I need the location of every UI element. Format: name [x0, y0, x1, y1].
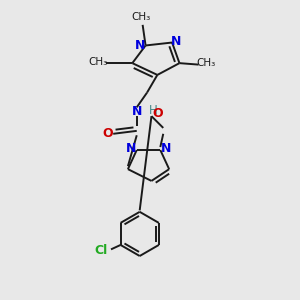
Text: O: O	[152, 107, 163, 120]
Text: Cl: Cl	[95, 244, 108, 257]
Text: N: N	[161, 142, 171, 155]
Text: H: H	[148, 104, 157, 117]
Text: O: O	[103, 127, 113, 140]
Text: CH₃: CH₃	[196, 58, 216, 68]
Text: N: N	[126, 142, 136, 155]
Text: N: N	[171, 34, 182, 48]
Text: CH₃: CH₃	[89, 57, 108, 67]
Text: N: N	[135, 39, 146, 52]
Text: N: N	[132, 105, 142, 118]
Text: CH₃: CH₃	[131, 13, 151, 22]
